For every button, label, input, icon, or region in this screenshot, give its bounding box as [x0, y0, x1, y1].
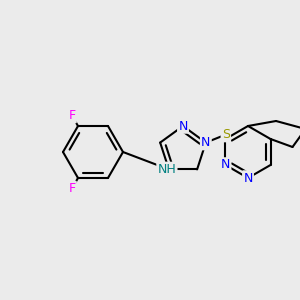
Text: N: N — [201, 136, 211, 149]
Text: N: N — [243, 172, 253, 184]
Text: N: N — [178, 119, 188, 133]
Text: F: F — [68, 182, 76, 195]
Text: F: F — [68, 109, 76, 122]
Text: S: S — [222, 128, 230, 141]
Text: NH: NH — [158, 163, 176, 176]
Text: N: N — [221, 158, 230, 172]
